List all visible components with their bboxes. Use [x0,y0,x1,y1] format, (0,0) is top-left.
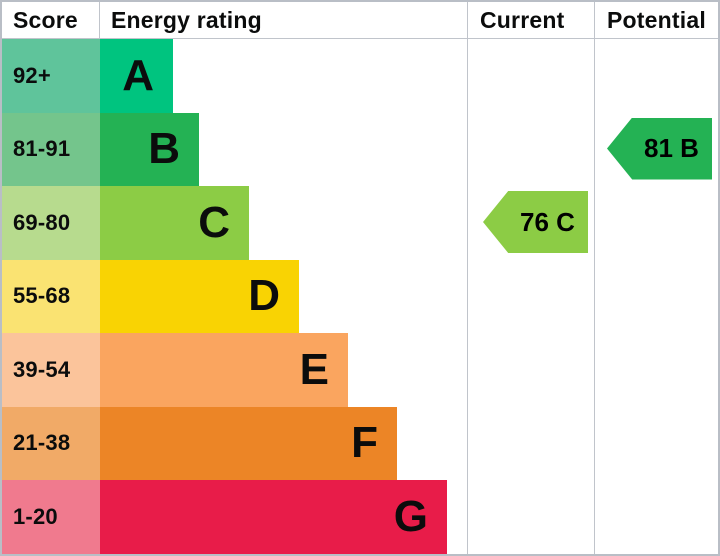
header-energy-rating-label: Energy rating [111,6,262,33]
rating-letter: G [393,491,428,541]
rating-letter: D [248,271,280,321]
rating-letter: C [198,197,230,247]
score-range-label: 1-20 [13,503,58,529]
band-rows: 92+ A 81-91 B 69-80 C 55-68 D 39-54 E 21… [2,39,718,554]
score-cell: 92+ [2,39,100,113]
rating-bar-g: G [100,480,447,554]
rating-bar-b: B [100,112,199,186]
score-range-label: 69-80 [13,209,71,235]
band-row-a: 92+ A [2,39,718,113]
rating-bar-e: E [100,333,348,407]
rating-bar-f: F [100,406,397,480]
score-cell: 21-38 [2,406,100,480]
score-cell: 55-68 [2,259,100,333]
score-cell: 69-80 [2,186,100,260]
band-row-e: 39-54 E [2,333,718,407]
header-row: Score Energy rating Current Potential [2,2,718,39]
potential-column-divider [594,2,595,554]
potential-rating-label: 81 B [644,133,699,163]
score-cell: 39-54 [2,333,100,407]
score-cell: 1-20 [2,480,100,554]
score-range-label: 21-38 [13,430,71,456]
header-score-label: Score [2,2,100,38]
band-row-f: 21-38 F [2,406,718,480]
rating-letter: A [122,50,154,100]
current-rating-arrow: 76 C [483,191,588,253]
band-row-c: 69-80 C [2,186,718,260]
header-potential-label: Potential [607,6,706,33]
current-column-divider [467,2,468,554]
header-current-label: Current [480,6,565,33]
rating-letter: E [299,344,329,394]
band-row-g: 1-20 G [2,480,718,554]
rating-letter: B [148,124,180,174]
score-range-label: 92+ [13,62,51,88]
rating-letter: F [351,418,378,468]
band-row-d: 55-68 D [2,259,718,333]
score-range-label: 81-91 [13,136,71,162]
score-range-label: 39-54 [13,356,71,382]
score-range-label: 55-68 [13,283,71,309]
band-row-b: 81-91 B [2,112,718,186]
score-cell: 81-91 [2,112,100,186]
rating-bar-d: D [100,259,299,333]
rating-bar-c: C [100,186,249,260]
current-rating-label: 76 C [520,206,575,237]
potential-rating-arrow: 81 B [607,117,712,180]
rating-bar-a: A [100,39,173,113]
